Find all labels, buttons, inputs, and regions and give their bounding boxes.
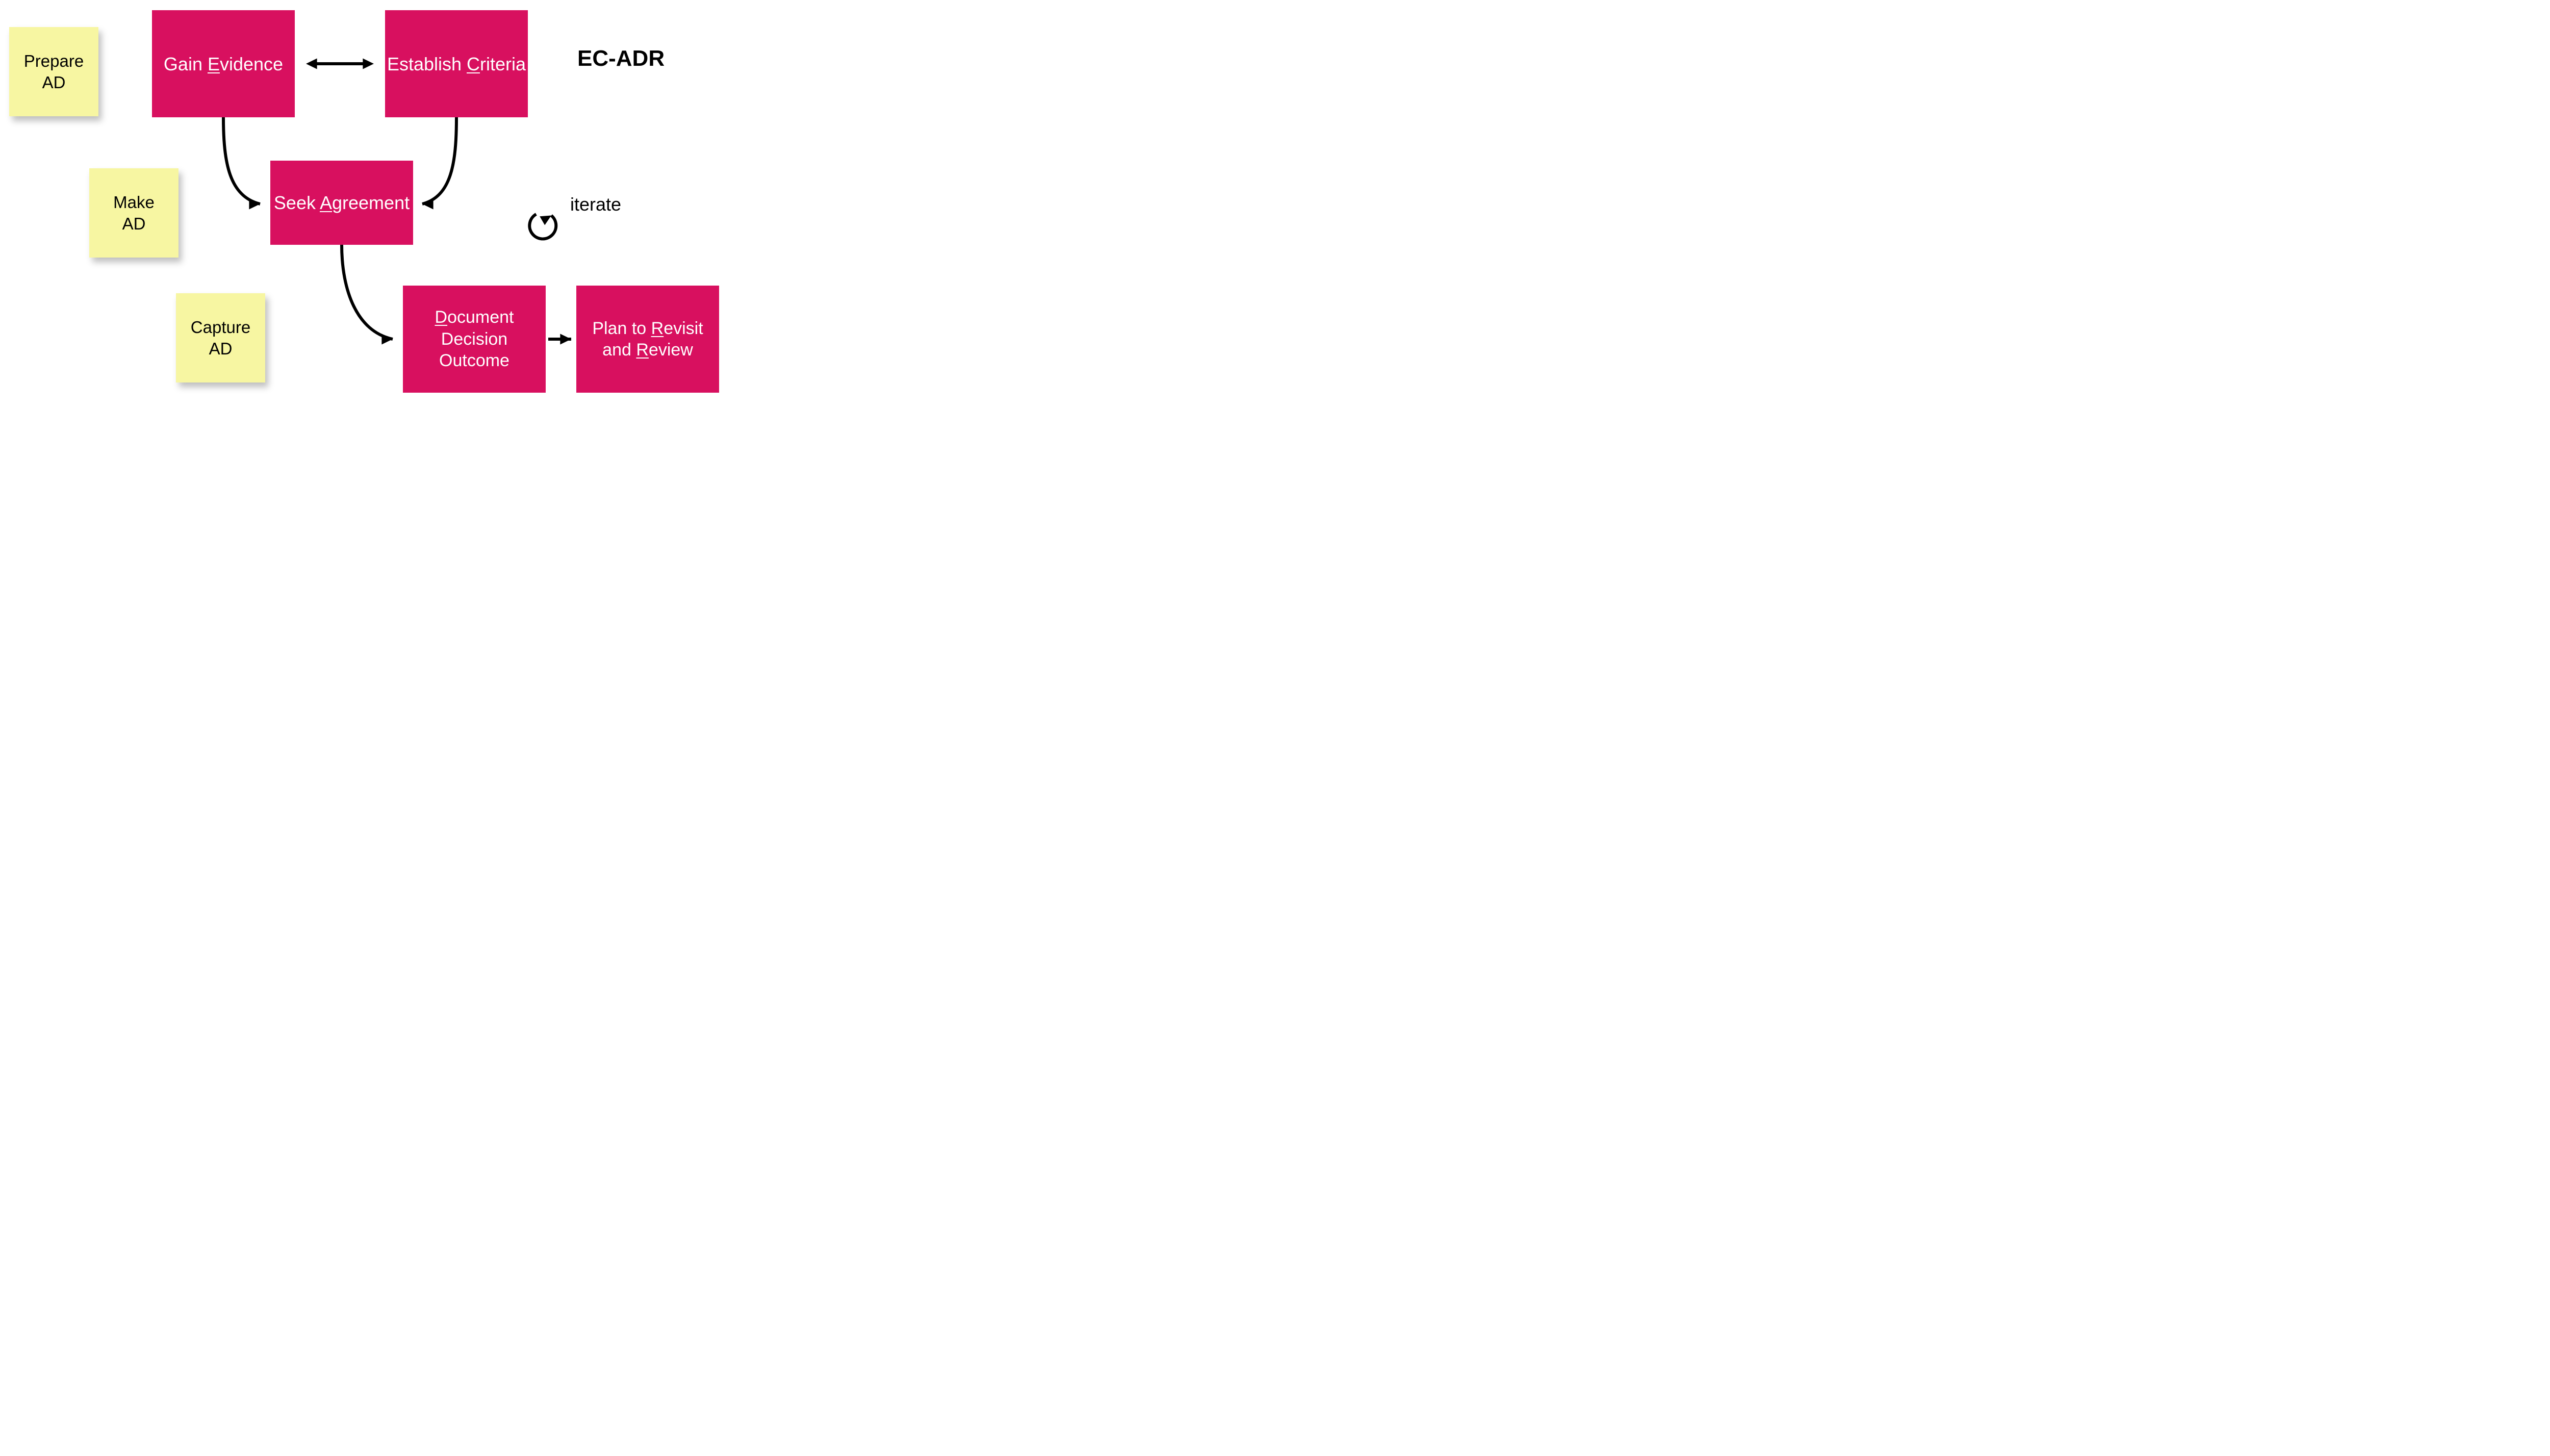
- iterate-label: iterate: [570, 194, 621, 215]
- sticky-label: Capture AD: [191, 317, 250, 359]
- node-document-outcome: DocumentDecisionOutcome: [403, 286, 546, 393]
- node-label: Establish Criteria: [387, 53, 526, 75]
- diagram-title: EC-ADR: [577, 46, 665, 71]
- sticky-label: Make AD: [113, 192, 155, 234]
- node-label: Seek Agreement: [274, 191, 410, 214]
- node-plan-revisit: Plan to Revisitand Review: [576, 286, 719, 393]
- sticky-make-ad: Make AD: [89, 168, 178, 258]
- node-label: DocumentDecisionOutcome: [435, 306, 514, 372]
- sticky-prepare-ad: Prepare AD: [9, 27, 98, 116]
- sticky-label: Prepare AD: [24, 50, 84, 93]
- node-label: Plan to Revisitand Review: [592, 318, 703, 361]
- sticky-capture-ad: Capture AD: [176, 293, 265, 382]
- node-label: Gain Evidence: [164, 53, 283, 75]
- node-seek-agreement: Seek Agreement: [270, 161, 413, 245]
- node-gain-evidence: Gain Evidence: [152, 10, 295, 117]
- diagram-canvas: EC-ADR iterate Prepare AD Make AD Capture …: [0, 0, 785, 400]
- node-establish-criteria: Establish Criteria: [385, 10, 528, 117]
